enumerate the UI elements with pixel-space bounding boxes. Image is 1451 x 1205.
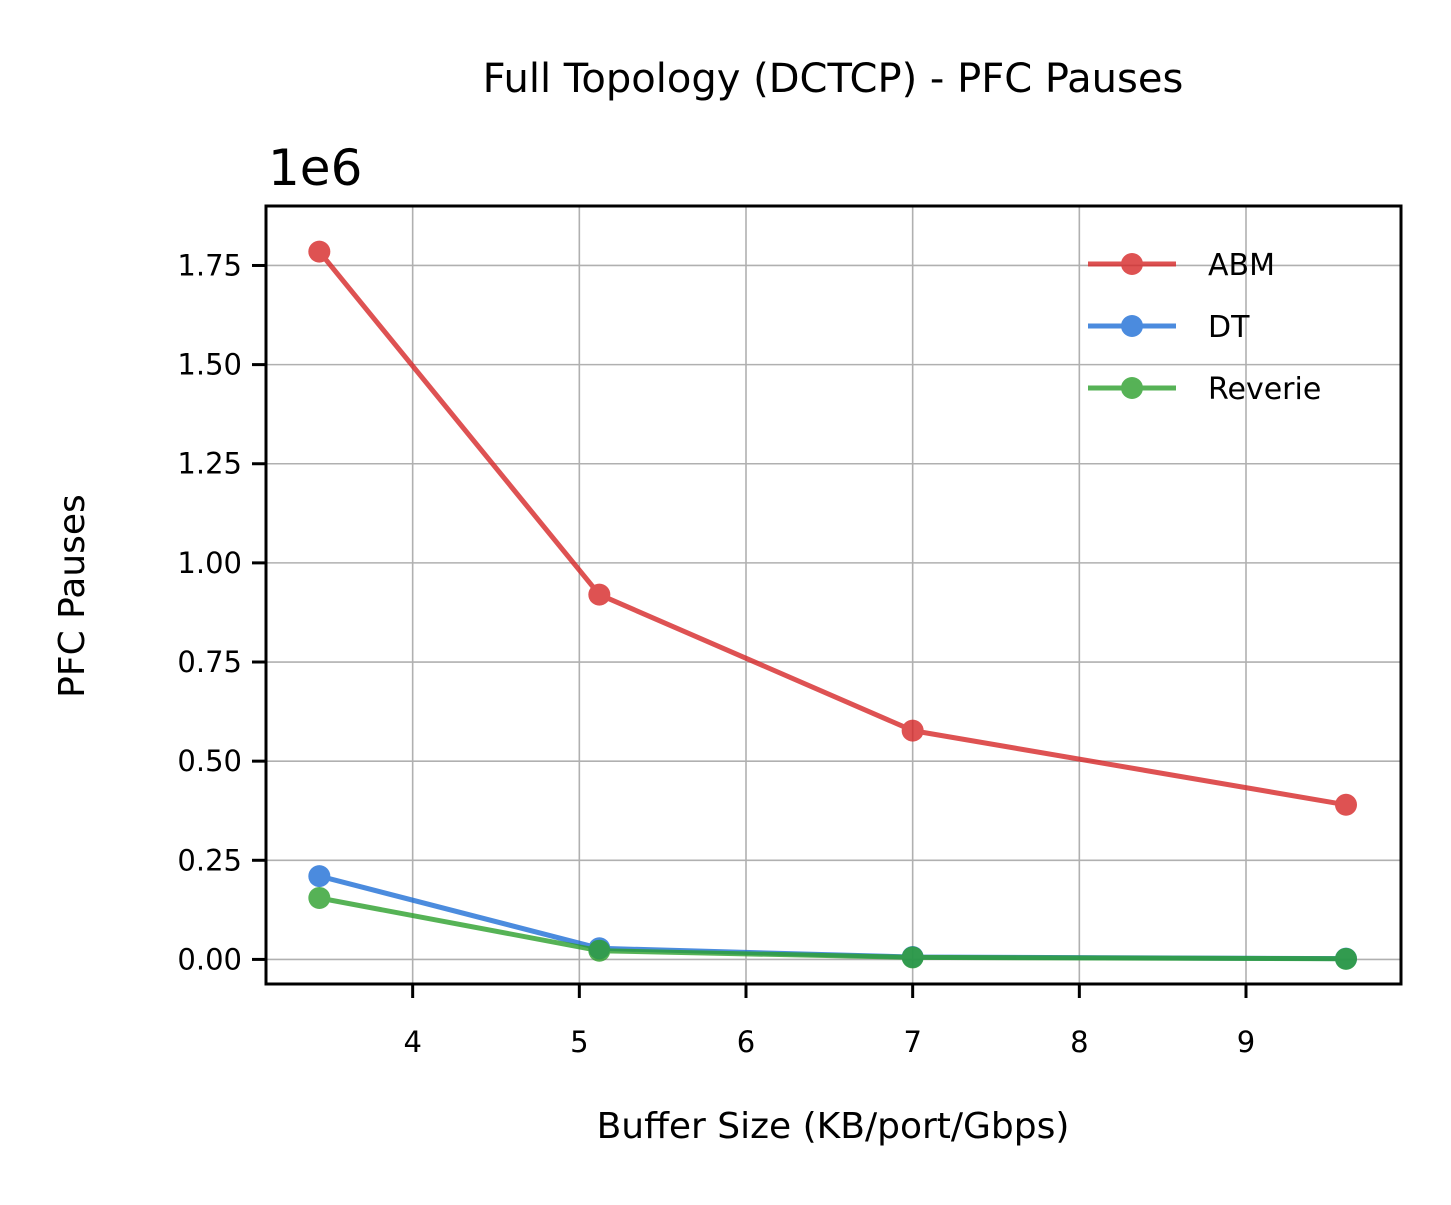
legend-item-abm: ABM [1088, 248, 1275, 283]
data-point-abm [588, 583, 611, 606]
y-tick-label: 0.50 [177, 744, 242, 778]
legend-label: DT [1208, 310, 1250, 345]
data-point-abm [308, 240, 331, 263]
y-tick-label: 0.25 [177, 843, 242, 877]
series-line-reverie [318, 895, 1347, 962]
data-point-abm [1335, 793, 1357, 816]
data-point-reverie [1335, 947, 1357, 970]
y-tick-label: 1.25 [177, 447, 242, 481]
legend-swatch-dt [1088, 315, 1176, 337]
data-point-abm [901, 719, 924, 742]
y-axis-offset-label: 1e6 [268, 139, 362, 197]
x-axis-label: Buffer Size (KB/port/Gbps) [597, 1106, 1070, 1147]
legend-swatch-reverie [1088, 377, 1176, 399]
chart-title: Full Topology (DCTCP) - PFC Pauses [483, 56, 1184, 102]
x-tick-label: 6 [737, 1025, 755, 1059]
x-tick-label: 8 [1070, 1025, 1088, 1059]
grid [266, 206, 1401, 984]
x-tick-label: 7 [903, 1025, 921, 1059]
legend-item-reverie: Reverie [1088, 372, 1321, 407]
series-line-abm [317, 250, 1347, 808]
data-point-dt [308, 865, 331, 888]
y-tick-label: 1.00 [177, 546, 242, 580]
plot-frame [264, 204, 1403, 986]
x-tick-label: 9 [1237, 1025, 1255, 1059]
y-tick-label: 1.50 [177, 348, 242, 382]
y-tick-label: 0.75 [177, 645, 242, 679]
legend-label: ABM [1208, 248, 1275, 283]
x-tick-label: 5 [570, 1025, 588, 1059]
legend-marker [1121, 315, 1143, 337]
data-point-reverie [588, 939, 611, 962]
y-axis-label: PFC Pauses [52, 494, 93, 698]
series-abm [308, 240, 1357, 816]
series-reverie [308, 886, 1357, 970]
legend-marker [1121, 253, 1143, 275]
legend-swatch-abm [1088, 253, 1176, 275]
y-tick-label: 0.00 [177, 942, 242, 976]
legend-marker [1121, 377, 1143, 399]
data-point-reverie [901, 946, 924, 969]
axis-ticks: 4 5 6 7 8 9 0.00 0.25 0.50 0.75 1.00 1.25 1.50 1.75 [177, 248, 1255, 1059]
data-point-reverie [308, 886, 331, 909]
series-line-dt [318, 873, 1347, 962]
legend: ABM DT Reverie [1088, 248, 1321, 407]
legend-item-dt: DT [1088, 310, 1250, 345]
data-series [308, 240, 1357, 970]
x-tick-label: 4 [403, 1025, 421, 1059]
legend-label: Reverie [1208, 372, 1321, 407]
y-tick-label: 1.75 [177, 248, 242, 282]
